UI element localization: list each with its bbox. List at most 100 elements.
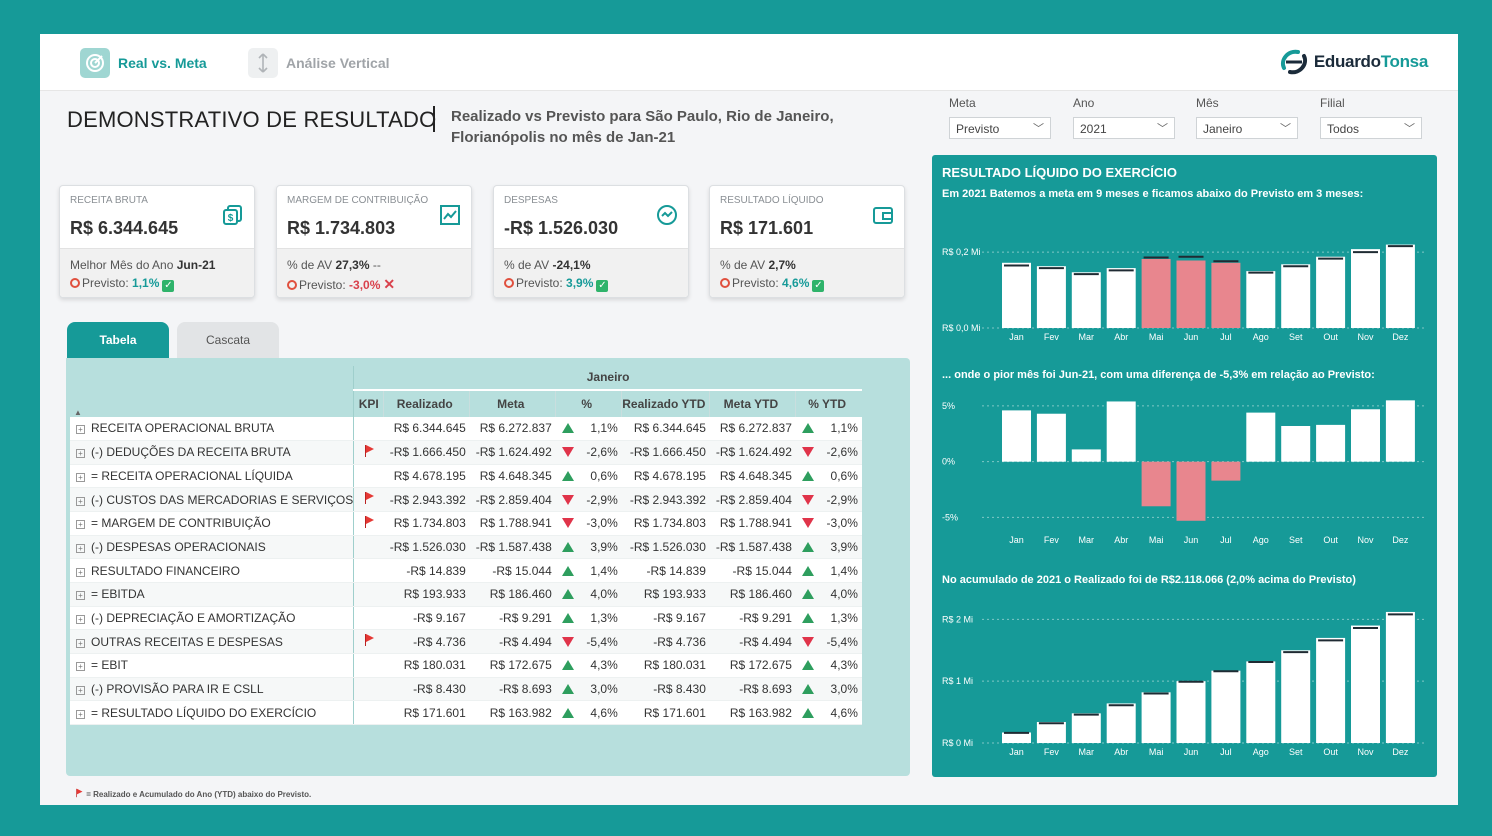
x-tick-label: Ago [1253,747,1269,757]
table-row[interactable]: + = EBIT R$ 180.031 R$ 172.675 4,3% R$ 180.03… [70,653,862,678]
table-row[interactable]: + (-) DEDUÇÕES DA RECEITA BRUTA -R$ 1.666.… [70,440,862,465]
table-row[interactable]: + = EBITDA R$ 193.933 R$ 186.460 4,0% R$ 193.… [70,582,862,607]
x-tick-label: Abr [1114,332,1128,342]
target-icon [720,278,730,288]
pct-cell: 4,6% [555,700,622,726]
kpi-cell [353,606,384,631]
column-header[interactable]: KPI [353,388,384,417]
x-tick-label: Ago [1253,332,1269,342]
row-name: (-) DEPRECIAÇÃO E AMORTIZAÇÃO [91,611,296,626]
filter-label: Mês [1196,96,1219,110]
corner-cell [70,366,354,390]
table-row[interactable]: + (-) DEPRECIAÇÃO E AMORTIZAÇÃO -R$ 9.167-… [70,606,862,631]
pct-value: 3,9% [590,539,618,554]
column-header[interactable]: Realizado [383,388,470,417]
kpi-line1-prefix: % de AV [287,258,333,272]
triangle-up-icon [561,565,574,576]
expand-icon[interactable]: + [76,662,85,672]
filter-mes-dropdown[interactable]: Janeiro ﹀ [1196,117,1298,139]
expand-icon[interactable]: + [76,709,85,719]
sort-icon[interactable]: ▲ [70,389,354,417]
pct-ytd-cell: 4,3% [795,653,862,678]
realizado-ytd-cell: R$ 180.031 [621,653,710,678]
expand-icon[interactable]: + [76,638,85,648]
x-tick-label: Ago [1253,535,1269,545]
meta-cell: -R$ 1.624.492 [469,440,556,465]
meta-ytd-cell: -R$ 1.624.492 [709,440,796,465]
bar [1036,413,1066,462]
bar [1141,258,1171,328]
meta-cell: R$ 172.675 [469,653,556,678]
x-tick-label: Jun [1184,332,1199,342]
pct-cell: -5,4% [555,629,622,655]
gauge-icon [656,204,678,226]
nav-real-vs-meta-button[interactable]: Real vs. Meta [80,47,207,79]
pct-value: 1,3% [590,611,618,626]
pct-value: 0,6% [590,468,618,483]
nav-analise-vertical-button[interactable]: Análise Vertical [248,47,390,79]
pct-ytd-value: 0,6% [830,468,858,483]
column-header[interactable]: Meta YTD [709,388,796,417]
pct-value: 1,1% [590,421,618,436]
x-tick-label: Set [1289,332,1303,342]
expand-icon[interactable]: + [76,591,85,601]
expand-icon[interactable]: + [76,496,85,506]
x-tick-label: Dez [1392,535,1409,545]
filter-filial-dropdown[interactable]: Todos ﹀ [1320,117,1422,139]
filter-label: Filial [1320,96,1345,110]
column-header[interactable]: % YTD [795,388,862,417]
triangle-up-icon [561,707,574,718]
realizado-cell: R$ 4.678.195 [383,464,470,489]
realizado-ytd-cell: R$ 1.734.803 [621,511,710,536]
expand-icon[interactable]: + [76,425,85,435]
table-row[interactable]: + = MARGEM DE CONTRIBUIÇÃO R$ 1.734.803 R$ … [70,511,862,536]
filter-ano-dropdown[interactable]: 2021 ﹀ [1073,117,1175,139]
expand-icon[interactable]: + [76,449,85,459]
cumulative-chart: R$ 0 Mi R$ 1 Mi R$ 2 Mi Jan Fev Mar Abr Mai Jun J… [942,611,1427,757]
expand-icon[interactable]: + [76,686,85,696]
column-header[interactable]: % [555,388,622,417]
x-tick-label: Jul [1220,535,1232,545]
expand-icon[interactable]: + [76,567,85,577]
x-tick-label: Dez [1392,747,1409,757]
row-name: (-) CUSTOS DAS MERCADORIAS E SERVIÇOS [91,492,354,507]
filter-meta: Meta Previsto ﹀ [949,96,1051,139]
table-row[interactable]: + (-) CUSTOS DAS MERCADORIAS E SERVIÇOS -R… [70,487,862,512]
table-row[interactable]: + (-) PROVISÃO PARA IR E CSLL -R$ 8.430 -R$… [70,677,862,702]
bar [1002,410,1031,462]
filter-meta-dropdown[interactable]: Previsto ﹀ [949,117,1051,139]
x-tick-label: Jan [1009,747,1024,757]
filter-mes: Mês Janeiro ﹀ [1196,96,1298,139]
y-tick-label: R$ 0,0 Mi [942,323,981,333]
table-row[interactable]: + RECEITA OPERACIONAL BRUTA R$ 6.344.645 R$… [70,416,862,441]
bar [1211,670,1241,743]
kpi-prev-value: -3,0% [349,278,381,292]
meta-ytd-cell: R$ 163.982 [709,700,796,726]
expand-icon[interactable]: + [76,543,85,553]
bar [1246,412,1276,462]
expand-icon[interactable]: + [76,472,85,482]
bar [1176,260,1206,328]
column-header[interactable]: Meta [469,388,556,417]
row-name: RECEITA OPERACIONAL BRUTA [91,421,275,436]
filter-label: Ano [1073,96,1095,110]
table-row[interactable]: + = RESULTADO LÍQUIDO DO EXERCÍCIO R$ 171.… [70,700,862,726]
flag-icon [364,444,375,457]
expand-icon[interactable]: + [76,615,85,625]
expand-icon[interactable]: + [76,520,85,530]
table-row[interactable]: + OUTRAS RECEITAS E DESPESAS -R$ 4.736 -R$ … [70,629,862,655]
tab-cascata[interactable]: Cascata [177,322,279,358]
table-row[interactable]: + = RECEITA OPERACIONAL LÍQUIDA R$ 4.678.1… [70,464,862,489]
pct-ytd-value: -5,4% [826,634,858,649]
column-header[interactable]: Realizado YTD [621,388,710,417]
table-row[interactable]: + (-) DESPESAS OPERACIONAIS -R$ 1.526.030-… [70,535,862,560]
x-tick-label: Set [1289,747,1303,757]
tab-tabela[interactable]: Tabela [67,322,169,358]
kpi-card: DESPESAS -R$ 1.526.030 % de AV -24,1% Prev… [493,185,689,298]
table-row[interactable]: + RESULTADO FINANCEIRO -R$ 14.839 -R$ 15.04… [70,558,862,583]
x-tick-label: Jun [1184,747,1199,757]
bar [1036,721,1066,743]
top-bar: Real vs. Meta Análise Vertical Eduardo To… [40,34,1458,91]
target-icon [504,278,514,288]
money-icon: $ [222,204,244,226]
